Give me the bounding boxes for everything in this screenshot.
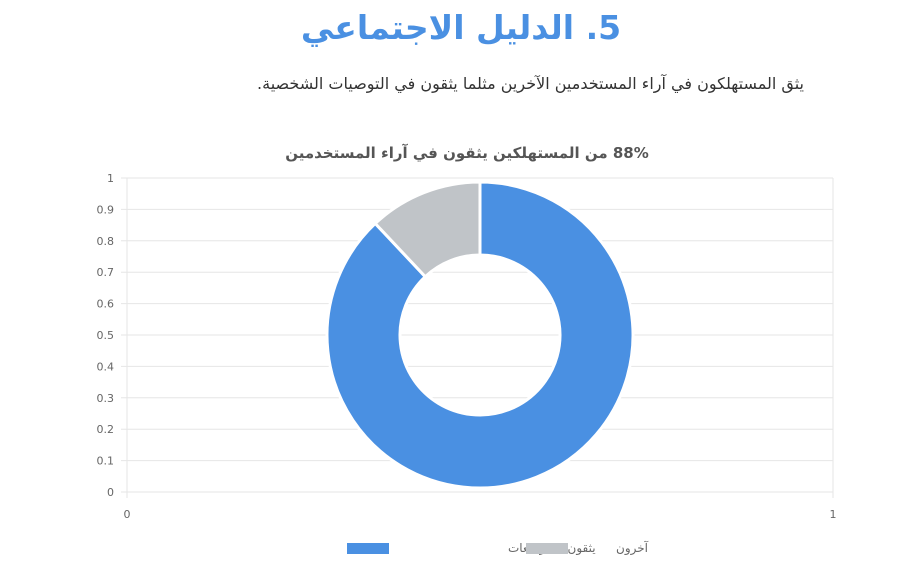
y-tick-label: 0.1 — [97, 455, 115, 468]
y-axis-ticks: 0 0.1 0.2 0.3 0.4 0.5 0.6 0.7 0.8 0.9 1 — [97, 172, 115, 499]
y-tick-label: 0.8 — [97, 235, 115, 248]
y-tick-label: 0.4 — [97, 360, 115, 373]
y-tick-label: 0.9 — [97, 203, 115, 216]
donut-slices — [325, 180, 635, 490]
grid-layer — [121, 177, 834, 498]
x-tick-label: 0 — [124, 508, 131, 521]
donut-slice-0[interactable] — [325, 180, 635, 490]
legend-swatch — [347, 543, 389, 554]
legend[interactable]: يثقون بالمراجعاتآخرون — [347, 540, 649, 556]
y-tick-label: 1 — [107, 172, 114, 185]
chart-title: 88% من المستهلكين يثقون في آراء المستخدم… — [285, 144, 649, 162]
y-tick-label: 0.3 — [97, 392, 115, 405]
y-tick-label: 0.6 — [97, 298, 115, 311]
legend-label: آخرون — [616, 540, 649, 556]
y-tick-label: 0.2 — [97, 423, 115, 436]
legend-item-1[interactable]: آخرون — [526, 540, 649, 556]
y-tick-label: 0.7 — [97, 266, 115, 279]
x-tick-label: 1 — [830, 508, 837, 521]
y-tick-label: 0.5 — [97, 329, 115, 342]
page-title: 5. الدليل الاجتماعي — [300, 8, 622, 47]
donut-slice-1[interactable] — [373, 180, 482, 279]
page-subtitle: يثق المستهلكون في آراء المستخدمين الآخري… — [257, 74, 804, 93]
legend-swatch — [526, 543, 568, 554]
y-tick-label: 0 — [107, 486, 114, 499]
